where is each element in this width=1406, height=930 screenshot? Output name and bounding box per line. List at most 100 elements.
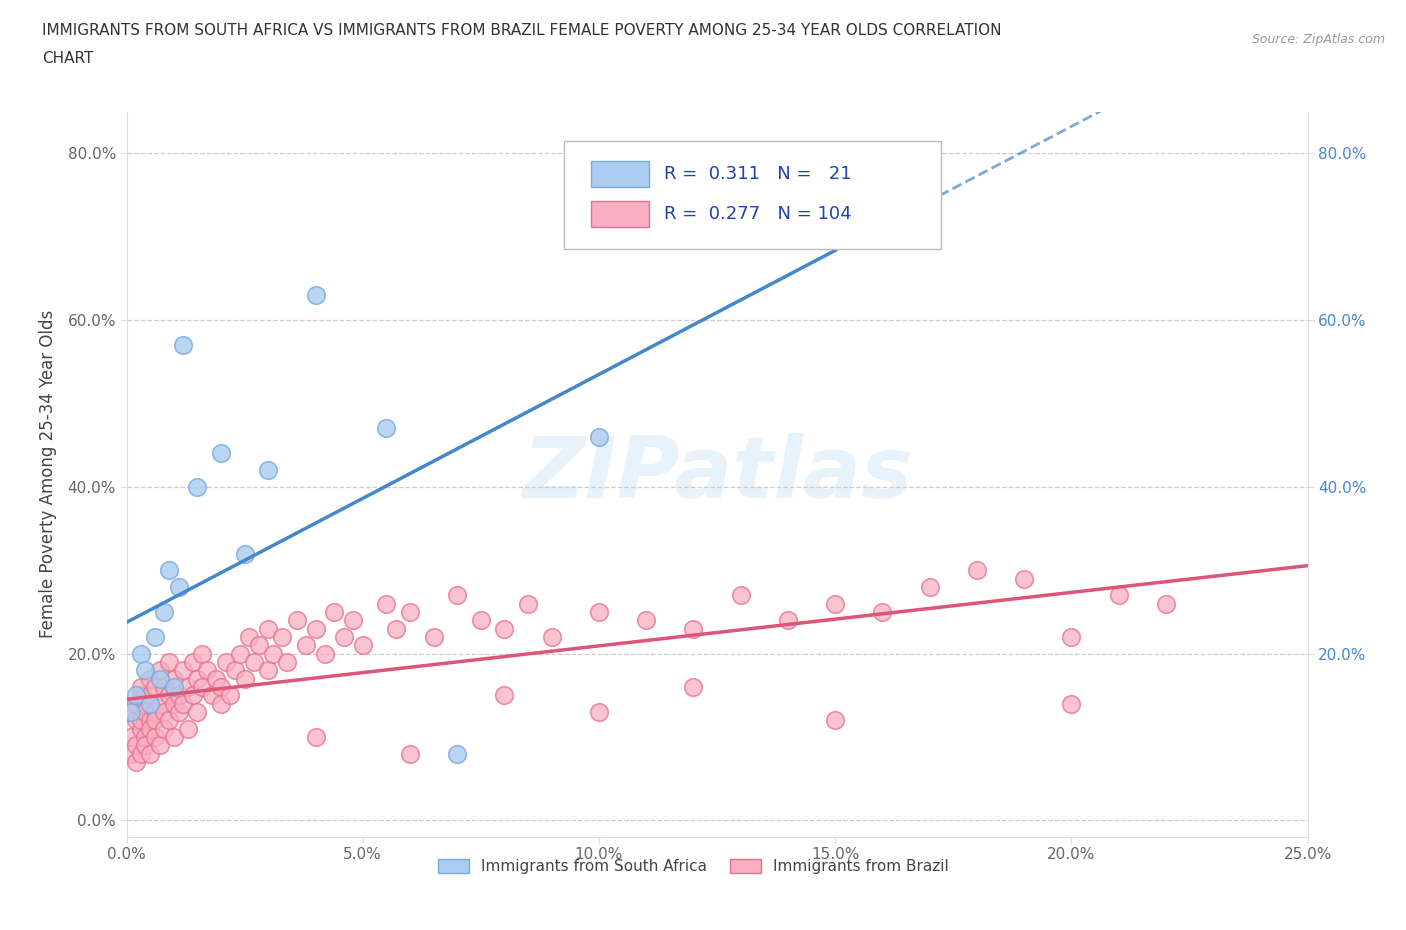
Point (682, 680, 704, 695)
Point (139, 671, 162, 686)
Point (588, 604, 610, 619)
Point (134, 697, 156, 711)
Point (134, 737, 156, 752)
Point (129, 646, 152, 661)
Point (149, 697, 172, 711)
Point (129, 680, 152, 695)
Point (191, 646, 214, 661)
Point (247, 638, 270, 653)
Point (191, 680, 214, 695)
Point (157, 712, 180, 727)
Point (177, 680, 200, 695)
Point (446, 588, 468, 603)
Point (163, 671, 186, 686)
Point (446, 746, 468, 761)
Point (966, 563, 988, 578)
Text: R =  0.277   N = 104: R = 0.277 N = 104 (664, 205, 852, 222)
Point (342, 613, 364, 628)
Point (167, 688, 190, 703)
Point (262, 646, 284, 661)
Point (1108, 588, 1130, 603)
Point (219, 688, 242, 703)
Legend: Immigrants from South Africa, Immigrants from Brazil: Immigrants from South Africa, Immigrants… (432, 853, 955, 880)
Point (776, 613, 799, 628)
Text: IMMIGRANTS FROM SOUTH AFRICA VS IMMIGRANTS FROM BRAZIL FEMALE POVERTY AMONG 25-3: IMMIGRANTS FROM SOUTH AFRICA VS IMMIGRAN… (42, 23, 1001, 38)
Point (153, 604, 176, 619)
Point (824, 596, 846, 611)
Point (149, 671, 172, 686)
Point (143, 712, 166, 727)
Point (205, 671, 228, 686)
Point (172, 338, 194, 352)
Point (200, 688, 222, 703)
Point (149, 737, 172, 752)
Text: ZIPatlas: ZIPatlas (522, 432, 912, 516)
Point (636, 613, 658, 628)
Point (285, 613, 308, 628)
Text: R =  0.311   N =   21: R = 0.311 N = 21 (664, 165, 852, 183)
Point (304, 287, 326, 302)
Point (682, 621, 704, 636)
Point (186, 705, 208, 720)
Point (125, 697, 148, 711)
Point (143, 729, 166, 744)
Text: Source: ZipAtlas.com: Source: ZipAtlas.com (1251, 33, 1385, 46)
Point (352, 638, 374, 653)
Point (172, 663, 194, 678)
Point (422, 630, 444, 644)
Point (129, 712, 152, 727)
Point (209, 446, 232, 461)
Point (824, 188, 846, 203)
Point (186, 479, 208, 494)
Point (143, 705, 166, 720)
Point (1060, 630, 1083, 644)
Point (125, 688, 148, 703)
Point (494, 621, 516, 636)
Point (229, 646, 252, 661)
Point (257, 463, 280, 478)
Point (1154, 596, 1177, 611)
Point (134, 663, 156, 678)
Point (153, 680, 176, 695)
Point (295, 638, 318, 653)
Point (163, 680, 186, 695)
Point (470, 613, 492, 628)
Point (129, 688, 152, 703)
Point (172, 697, 194, 711)
Point (134, 705, 156, 720)
Point (209, 697, 232, 711)
Point (149, 663, 172, 678)
Point (120, 729, 142, 744)
Point (257, 663, 280, 678)
Point (233, 546, 256, 561)
Point (494, 688, 516, 703)
Point (139, 721, 162, 736)
Point (323, 604, 346, 619)
Point (163, 729, 186, 744)
Point (540, 630, 562, 644)
Point (730, 588, 752, 603)
Point (233, 671, 256, 686)
Text: CHART: CHART (42, 51, 94, 66)
Point (134, 729, 156, 744)
Point (257, 621, 280, 636)
Point (243, 655, 266, 670)
Point (163, 697, 186, 711)
Point (195, 663, 218, 678)
Point (209, 680, 232, 695)
FancyBboxPatch shape (591, 161, 648, 187)
Point (181, 688, 204, 703)
Point (304, 729, 326, 744)
Point (314, 646, 336, 661)
Point (224, 663, 246, 678)
Point (125, 737, 148, 752)
Point (399, 604, 422, 619)
Point (120, 746, 142, 761)
Point (139, 697, 162, 711)
Point (139, 712, 162, 727)
Point (215, 655, 238, 670)
Point (588, 705, 610, 720)
Point (120, 705, 142, 720)
Point (143, 680, 166, 695)
Point (157, 655, 180, 670)
